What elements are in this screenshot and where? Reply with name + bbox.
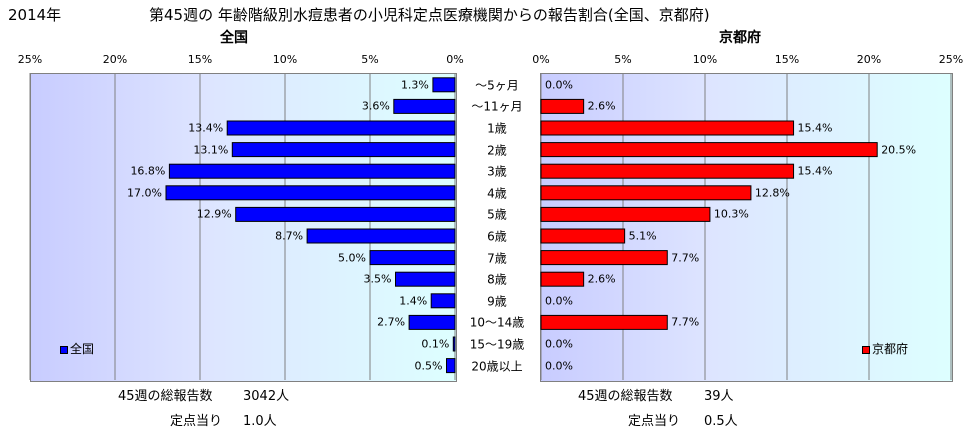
kyoto-bar: [540, 206, 711, 222]
kyoto-value-label: 15.4%: [797, 121, 833, 135]
kyoto-value-label: 12.8%: [754, 186, 790, 200]
national-bar: [226, 120, 456, 136]
national-bar: [231, 142, 456, 158]
left-panel-title: 全国: [220, 30, 248, 46]
x-tick-label: 15%: [187, 53, 213, 66]
left-total-label: 45週の総報告数: [118, 389, 213, 404]
national-value-label: 13.4%: [188, 121, 224, 135]
national-bar: [408, 314, 456, 330]
legend-kyoto-label: 京都府: [872, 342, 909, 356]
left-total-value: 3042人: [243, 389, 290, 404]
age-category-label: 1歳: [487, 121, 507, 136]
kyoto-bar: [540, 185, 752, 201]
right-total-value: 39人: [704, 389, 734, 404]
national-value-label: 8.7%: [275, 229, 304, 243]
age-category-label: 20歳以上: [471, 359, 523, 374]
x-tick-label: 0%: [446, 53, 464, 66]
age-category-label: 9歳: [487, 294, 507, 309]
legend-kyoto-swatch: [862, 345, 870, 354]
x-tick-label: 10%: [692, 53, 718, 66]
right-per-value: 0.5人: [704, 414, 738, 429]
national-bar: [393, 98, 456, 114]
kyoto-value-label: 20.5%: [881, 143, 917, 157]
national-value-label: 16.8%: [130, 164, 166, 178]
kyoto-bar: [540, 314, 668, 330]
national-value-label: 3.5%: [363, 272, 392, 286]
kyoto-value-label: 0.0%: [545, 294, 573, 308]
x-tick-label: 10%: [272, 53, 298, 66]
chart-title: 第45週の 年齢階級別水痘患者の小児科定点医療機関からの報告割合(全国、京都府): [149, 6, 710, 24]
right-panel-title: 京都府: [719, 30, 761, 46]
age-category-label: 3歳: [487, 164, 507, 179]
right-per-label: 定点当り: [628, 414, 681, 429]
national-bar: [235, 206, 456, 222]
kyoto-bar: [540, 228, 626, 244]
age-category-label: 4歳: [487, 186, 507, 201]
age-category-label: 2歳: [487, 143, 507, 158]
age-category-label: 7歳: [487, 251, 507, 266]
x-tick-label: 20%: [102, 53, 128, 66]
x-tick-label: 15%: [774, 53, 800, 66]
national-value-label: 3.6%: [361, 99, 390, 113]
kyoto-value-label: 15.4%: [797, 164, 833, 178]
kyoto-value-label: 7.7%: [671, 251, 700, 265]
right-total-label: 45週の総報告数: [578, 389, 673, 404]
kyoto-bar: [540, 98, 585, 114]
kyoto-bar: [540, 271, 585, 287]
kyoto-value-label: 0.0%: [545, 359, 573, 373]
national-bar: [168, 163, 456, 179]
kyoto-value-label: 0.0%: [545, 337, 573, 351]
age-category-label: 15～19歳: [469, 337, 525, 352]
national-bar: [432, 77, 456, 93]
kyoto-bar: [540, 250, 668, 266]
national-value-label: 17.0%: [127, 186, 162, 200]
x-tick-label: 25%: [938, 53, 964, 66]
age-category-label: 8歳: [487, 272, 507, 287]
national-value-label: 12.9%: [196, 207, 232, 221]
left-per-label: 定点当り: [170, 414, 223, 429]
kyoto-value-label: 5.1%: [628, 229, 657, 243]
age-category-label: ～11ヶ月: [471, 99, 523, 114]
national-value-label: 13.1%: [193, 143, 229, 157]
national-bar: [306, 228, 456, 244]
x-tick-label: 0%: [532, 53, 550, 66]
national-value-label: 0.5%: [414, 359, 443, 373]
x-tick-label: 5%: [614, 53, 632, 66]
x-tick-label: 5%: [361, 53, 379, 66]
national-value-label: 1.4%: [399, 294, 428, 308]
national-bar: [452, 336, 456, 352]
kyoto-bar: [540, 120, 795, 136]
national-bar: [446, 358, 456, 374]
age-category-label: 5歳: [487, 207, 507, 222]
national-bar: [430, 293, 456, 309]
x-tick-label: 20%: [856, 53, 882, 66]
national-bar: [395, 271, 456, 287]
national-bar: [369, 250, 456, 266]
national-bar: [165, 185, 456, 201]
age-category-label: 10～14歳: [469, 315, 525, 330]
national-value-label: 2.7%: [377, 315, 406, 329]
left-per-value: 1.0人: [243, 414, 277, 429]
kyoto-value-label: 2.6%: [587, 272, 616, 286]
kyoto-value-label: 2.6%: [587, 99, 616, 113]
national-value-label: 5.0%: [338, 251, 366, 265]
legend-national: 全国: [60, 340, 94, 357]
legend-national-swatch: [60, 345, 68, 354]
kyoto-bar: [540, 142, 878, 158]
age-category-label: ～5ヶ月: [475, 78, 519, 93]
age-category-label: 6歳: [487, 229, 507, 244]
national-value-label: 0.1%: [421, 337, 450, 351]
year-label: 2014年: [8, 6, 62, 24]
kyoto-value-label: 10.3%: [713, 207, 749, 221]
national-value-label: 1.3%: [400, 78, 429, 92]
kyoto-value-label: 7.7%: [671, 315, 700, 329]
x-tick-label: 25%: [17, 53, 43, 66]
legend-national-label: 全国: [70, 342, 95, 356]
kyoto-value-label: 0.0%: [545, 78, 573, 92]
legend-kyoto: 京都府: [862, 340, 908, 357]
kyoto-bar: [540, 163, 795, 179]
